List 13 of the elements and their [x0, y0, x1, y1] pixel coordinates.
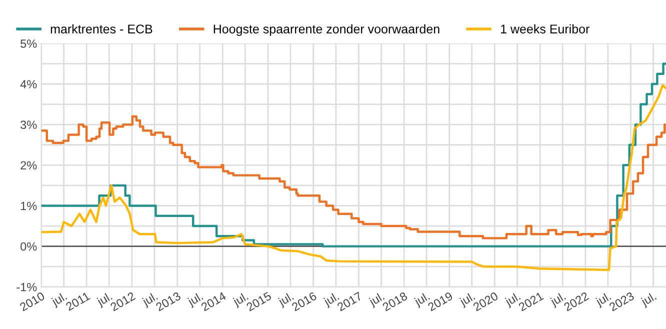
legend-label: 1 weeks Euribor	[501, 24, 590, 34]
line-series	[41, 84, 666, 271]
y-tick-label: 2%	[20, 161, 37, 170]
y-tick-label: 4%	[20, 80, 37, 88]
x-tick-label: jul.	[640, 292, 658, 308]
y-tick-label: 1%	[20, 202, 37, 210]
y-tick-label: -1%	[16, 282, 37, 292]
x-tick-label: 2010	[19, 292, 46, 312]
y-tick-label: 3%	[20, 120, 37, 129]
legend-label: Hoogste spaarrente zonder voorwaarden	[214, 24, 440, 36]
legend-label: marktrentes - ECB	[50, 24, 152, 34]
y-tick-label: 0%	[20, 242, 37, 251]
y-tick-label: 5%	[20, 40, 37, 48]
